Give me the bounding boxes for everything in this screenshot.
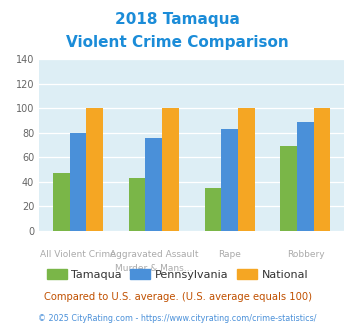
Bar [314, 109, 331, 231]
Bar [146, 138, 162, 231]
Bar [221, 129, 238, 231]
Text: © 2025 CityRating.com - https://www.cityrating.com/crime-statistics/: © 2025 CityRating.com - https://www.city… [38, 314, 317, 323]
Bar [280, 147, 297, 231]
Bar [297, 122, 314, 231]
Text: Rape: Rape [218, 250, 241, 259]
Bar [204, 188, 221, 231]
Bar [162, 109, 179, 231]
Bar [86, 109, 103, 231]
Text: Aggravated Assault: Aggravated Assault [110, 250, 198, 259]
Legend: Tamaqua, Pennsylvania, National: Tamaqua, Pennsylvania, National [42, 265, 313, 284]
Bar [238, 109, 255, 231]
Text: Compared to U.S. average. (U.S. average equals 100): Compared to U.S. average. (U.S. average … [44, 292, 311, 302]
Bar [70, 133, 86, 231]
Bar [129, 178, 146, 231]
Text: Violent Crime Comparison: Violent Crime Comparison [66, 35, 289, 50]
Text: Murder & Mans...: Murder & Mans... [115, 264, 192, 273]
Bar [53, 173, 70, 231]
Text: 2018 Tamaqua: 2018 Tamaqua [115, 12, 240, 26]
Text: All Violent Crime: All Violent Crime [40, 250, 116, 259]
Text: Robbery: Robbery [286, 250, 324, 259]
